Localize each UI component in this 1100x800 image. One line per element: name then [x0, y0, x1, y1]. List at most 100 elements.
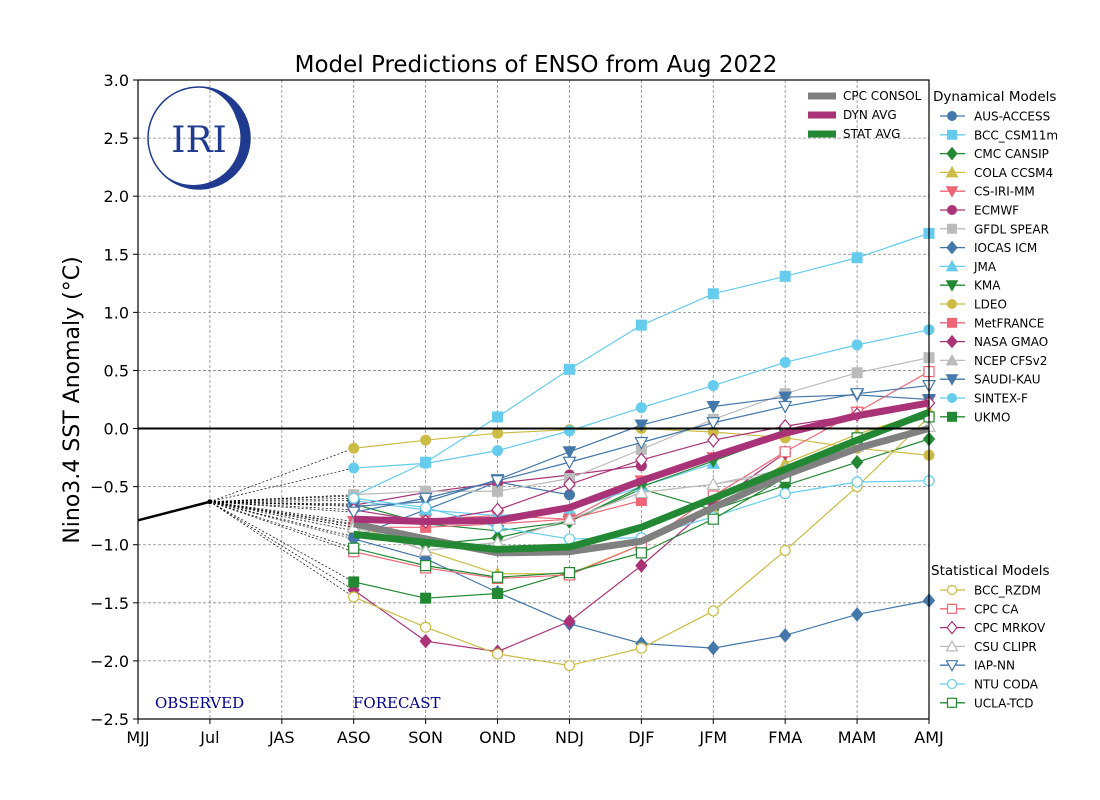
- marker-triangle-down: [706, 400, 721, 414]
- marker-diamond: [635, 452, 648, 468]
- legend-title-dynamical: Dynamical Models: [933, 89, 1056, 105]
- y-tick-label: 0.5: [104, 361, 129, 380]
- y-tick-label: 0.0: [104, 420, 129, 439]
- marker-triangle-up: [418, 543, 433, 557]
- marker-diamond: [850, 454, 864, 470]
- legend-label: CSU CLIPR: [974, 640, 1037, 654]
- y-tick-label: −2.5: [90, 710, 129, 729]
- marker-triangle-up: [945, 639, 959, 652]
- observed-line: [137, 500, 211, 522]
- marker-circle: [491, 648, 504, 660]
- marker-triangle-down: [945, 280, 959, 292]
- marker-circle: [420, 621, 432, 633]
- y-tick-label: −1.5: [90, 594, 129, 613]
- marker-square: [707, 288, 719, 300]
- forecast-connector: [209, 501, 354, 583]
- forecast-connector: [209, 501, 354, 532]
- marker-circle: [420, 434, 432, 446]
- legend-label: UKMO: [974, 410, 1010, 424]
- legend-label: KMA: [974, 279, 1001, 293]
- observed-point: [207, 499, 213, 505]
- x-tick-label: SON: [408, 728, 443, 747]
- legend-label: BCC_CSM11m: [974, 128, 1058, 142]
- y-axis-label: Nino3.4 SST Anomaly (°C): [60, 256, 85, 543]
- iri-logo: IRI: [147, 86, 251, 190]
- marker-triangle-up: [945, 353, 959, 366]
- marker-triangle-down: [562, 446, 577, 459]
- marker-square: [946, 697, 958, 708]
- chart-title: Model Predictions of ENSO from Aug 2022: [295, 52, 778, 78]
- marker-circle: [635, 642, 647, 654]
- x-tick-label: MAM: [838, 728, 877, 747]
- marker-square: [348, 576, 360, 588]
- x-tick-label: Jul: [199, 728, 219, 747]
- legend-title-statistical: Statistical Models: [931, 563, 1050, 579]
- legend-label: SINTEX-F: [974, 392, 1028, 406]
- marker-circle: [563, 659, 576, 672]
- marker-circle: [420, 501, 432, 514]
- forecast-connector: [209, 501, 354, 553]
- marker-square: [420, 560, 432, 572]
- marker-diamond: [946, 334, 958, 349]
- legend-label: CPC CONSOL: [843, 89, 922, 103]
- marker-diamond: [707, 640, 720, 656]
- marker-triangle-up: [634, 485, 649, 499]
- x-tick-label: DJF: [628, 728, 654, 747]
- legend-label: LDEO: [974, 298, 1007, 312]
- marker-square: [492, 411, 504, 423]
- marker-diamond: [635, 558, 648, 573]
- legend-label: SAUDI-KAU: [974, 373, 1041, 387]
- forecast-connector: [209, 501, 354, 549]
- legend-label: DYN AVG: [843, 108, 897, 122]
- marker-square: [947, 223, 957, 234]
- y-tick-label: 2.5: [104, 129, 129, 148]
- average-line-stat-avg: [353, 409, 931, 553]
- y-tick-label: 2.0: [104, 187, 129, 206]
- marker-triangle-up: [562, 511, 577, 525]
- y-tick-label: −0.5: [90, 478, 129, 497]
- legend-label: IAP-NN: [974, 659, 1015, 673]
- legend-label: BCC_RZDM: [974, 584, 1041, 598]
- legend-label: COLA CCSM4: [974, 166, 1053, 180]
- x-tick-label: NDJ: [555, 728, 584, 747]
- legend-label: JMA: [973, 260, 997, 274]
- series-line: [353, 572, 570, 599]
- x-tick-label: OND: [479, 728, 516, 747]
- marker-diamond: [946, 240, 958, 255]
- grid: [138, 80, 929, 719]
- legend-label: ECMWF: [974, 204, 1019, 218]
- legend-label: CPC CA: [974, 602, 1019, 616]
- marker-square: [851, 252, 863, 264]
- marker-square: [947, 411, 957, 422]
- marker-triangle-down: [490, 475, 505, 489]
- average-line-dyn-avg: [353, 399, 930, 525]
- forecast-connector: [209, 467, 354, 503]
- y-tick-label: −2.0: [90, 652, 129, 671]
- y-tick-label: 3.0: [104, 71, 129, 90]
- marker-triangle-up: [945, 259, 959, 272]
- marker-square: [420, 592, 432, 604]
- marker-triangle-down: [634, 419, 649, 433]
- forecast-connector: [209, 501, 354, 591]
- marker-circle: [348, 591, 360, 603]
- marker-square: [851, 367, 863, 379]
- forecast-connector: [209, 501, 354, 540]
- marker-square: [779, 446, 791, 458]
- marker-square: [635, 547, 647, 559]
- marker-square: [947, 317, 957, 328]
- y-tick-label: 1.0: [104, 303, 129, 322]
- legend-label: MetFRANCE: [974, 316, 1044, 330]
- x-tick-label: AMJ: [914, 728, 943, 747]
- legend-label: AUS-ACCESS: [974, 110, 1050, 124]
- marker-triangle-down: [562, 456, 577, 470]
- x-tick-label: ASO: [337, 728, 371, 747]
- marker-triangle-down: [778, 400, 793, 414]
- marker-circle: [851, 339, 863, 351]
- legend-label: CS-IRI-MM: [974, 185, 1035, 199]
- axes: MJJ Jul JAS ASO SON OND NDJ DJF JFM FMA MAM AMJ −2.5…: [90, 71, 944, 747]
- marker-diamond: [946, 620, 958, 635]
- marker-diamond: [946, 146, 958, 161]
- marker-square: [492, 588, 504, 600]
